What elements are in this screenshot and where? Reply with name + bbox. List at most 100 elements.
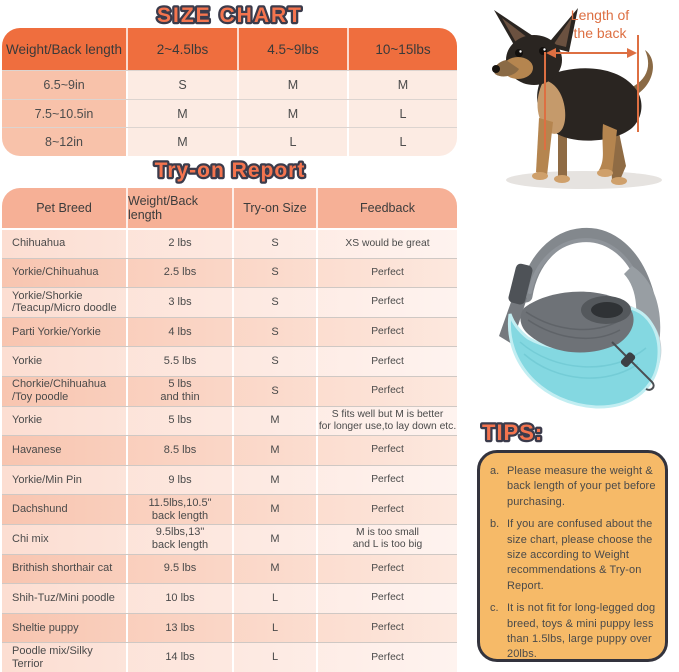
size-cell: L [234,613,318,643]
weight-cell: 11.5lbs,10.5" back length [128,495,234,524]
tip-text: Please measure the weight & back length … [507,465,656,508]
tryon-header-cell: Pet Breed [2,188,128,228]
tryon-report-title: Try-on Report [152,157,306,184]
table-row: Sheltie puppy 13 lbs L Perfect [2,612,457,643]
weight-cell: 14 lbs [128,643,234,672]
size-cell: M [234,495,318,524]
table-row: Yorkie/Min Pin 9 lbs M Perfect [2,464,457,495]
feedback-cell: XS would be great [345,237,430,249]
breed-cell: Chorkie/Chihuahua /Toy poodle [2,376,128,406]
size-cell: M [234,406,318,436]
pet-sling-carrier-figure [466,196,679,418]
tip-item: b. If you are confused about the size ch… [490,517,657,594]
table-row: Chorkie/Chihuahua /Toy poodle 5 lbs and … [2,375,457,406]
tryon-header-row: Pet Breed Weight/Back length Try-on Size… [2,188,457,228]
chihuahua-measure-figure: Length of the back [466,0,679,196]
feedback-cell: Perfect [371,651,404,663]
tip-text: It is not fit for long-legged dog breed,… [507,602,656,661]
weight-cell: 9.5 lbs [128,554,234,584]
size-value: L [349,128,457,157]
size-cell: M [234,436,318,465]
breed-cell: Dachshund [2,495,128,524]
tips-title: TIPS: [480,418,545,448]
back-length-label: 8~12in [2,128,128,157]
size-cell: M [234,524,318,554]
size-chart-title: SIZE CHART [155,2,304,29]
tip-text: If you are confused about the size chart… [507,518,653,592]
back-length-annotation [544,35,639,150]
size-chart-row: 7.5~10.5in M M L [2,98,457,128]
feedback-cell: Perfect [371,503,404,515]
dog-shadow [506,171,662,189]
feedback-cell: S fits well but M is better for longer u… [318,408,457,432]
size-cell: S [234,347,318,376]
size-value: M [349,71,457,99]
tips-title-text: TIPS: [482,420,543,445]
annotation-line-2: the back [574,25,628,41]
size-value: L [349,99,457,128]
breed-cell: Chihuahua [2,230,128,258]
breed-cell: Shih-Tuz/Mini poodle [2,584,128,613]
breed-cell: Yorkie [2,406,128,436]
tryon-header-cell: Try-on Size [234,188,318,228]
tip-item: a. Please measure the weight & back leng… [490,464,657,510]
weight-cell: 5 lbs [128,406,234,436]
size-chart-table: Weight/Back length 2~4.5lbs 4.5~9lbs 10~… [2,28,457,157]
weight-cell: 13 lbs [128,613,234,643]
table-row: Poodle mix/Silky Terrior 14 lbs L Perfec… [2,642,457,672]
size-value: M [128,99,239,128]
feedback-cell: Perfect [371,385,404,397]
weight-cell: 5 lbs and thin [128,376,234,406]
size-cell: S [234,376,318,406]
breed-cell: Parti Yorkie/Yorkie [2,317,128,347]
size-chart-title-text: SIZE CHART [157,4,303,27]
tryon-report-table: Pet Breed Weight/Back length Try-on Size… [2,188,457,672]
size-cell: S [234,230,318,258]
size-chart-row: 8~12in M L L [2,127,457,157]
table-row: Dachshund 11.5lbs,10.5" back length M Pe… [2,494,457,524]
table-row: Shih-Tuz/Mini poodle 10 lbs L Perfect [2,583,457,613]
annotation-line-1: Length of [571,7,629,23]
size-cell: S [234,258,318,288]
size-cell: M [234,465,318,495]
breed-cell: Yorkie/Chihuahua [2,258,128,288]
tryon-body: Chihuahua 2 lbs S XS would be great York… [2,228,457,672]
size-value: M [239,71,349,99]
tip-marker: a. [490,465,500,477]
breed-cell: Sheltie puppy [2,613,128,643]
breed-cell: Yorkie/Min Pin [2,465,128,495]
table-row: Yorkie 5.5 lbs S Perfect [2,346,457,376]
size-cell: M [234,554,318,584]
table-row: Brithish shorthair cat 9.5 lbs M Perfect [2,553,457,584]
feedback-cell: Perfect [371,473,404,485]
weight-cell: 9.5lbs,13" back length [128,524,234,554]
breed-cell: Poodle mix/Silky Terrior [2,643,128,672]
breed-cell: Brithish shorthair cat [2,554,128,584]
tip-item: c. It is not fit for long-legged dog bre… [490,601,657,663]
breed-cell: Havanese [2,436,128,465]
back-length-label: 7.5~10.5in [2,99,128,128]
size-chart-header-row: Weight/Back length 2~4.5lbs 4.5~9lbs 10~… [2,28,457,70]
table-row: Havanese 8.5 lbs M Perfect [2,435,457,465]
tip-marker: c. [490,602,499,615]
weight-cell: 8.5 lbs [128,436,234,465]
size-chart-row: 6.5~9in S M M [2,70,457,99]
weight-cell: 10 lbs [128,584,234,613]
size-cell: L [234,643,318,672]
weight-cell: 2.5 lbs [128,258,234,288]
tips-box: a. Please measure the weight & back leng… [477,450,668,662]
feedback-cell: Perfect [371,326,404,337]
size-chart-header-cell: 10~15lbs [375,41,431,57]
size-value: L [239,128,349,157]
table-row: Yorkie/Shorkie /Teacup/Micro doodle 3 lb… [2,287,457,317]
table-row: Yorkie/Chihuahua 2.5 lbs S Perfect [2,257,457,288]
pet-sling-carrier-photo [499,228,662,409]
table-row: Parti Yorkie/Yorkie 4 lbs S Perfect [2,316,457,347]
tryon-header-cell: Weight/Back length [128,188,234,228]
feedback-cell: Perfect [371,592,404,604]
breed-cell: Chi mix [2,524,128,554]
breed-cell: Yorkie [2,347,128,376]
size-value: M [239,99,349,128]
feedback-cell: Perfect [371,266,404,278]
